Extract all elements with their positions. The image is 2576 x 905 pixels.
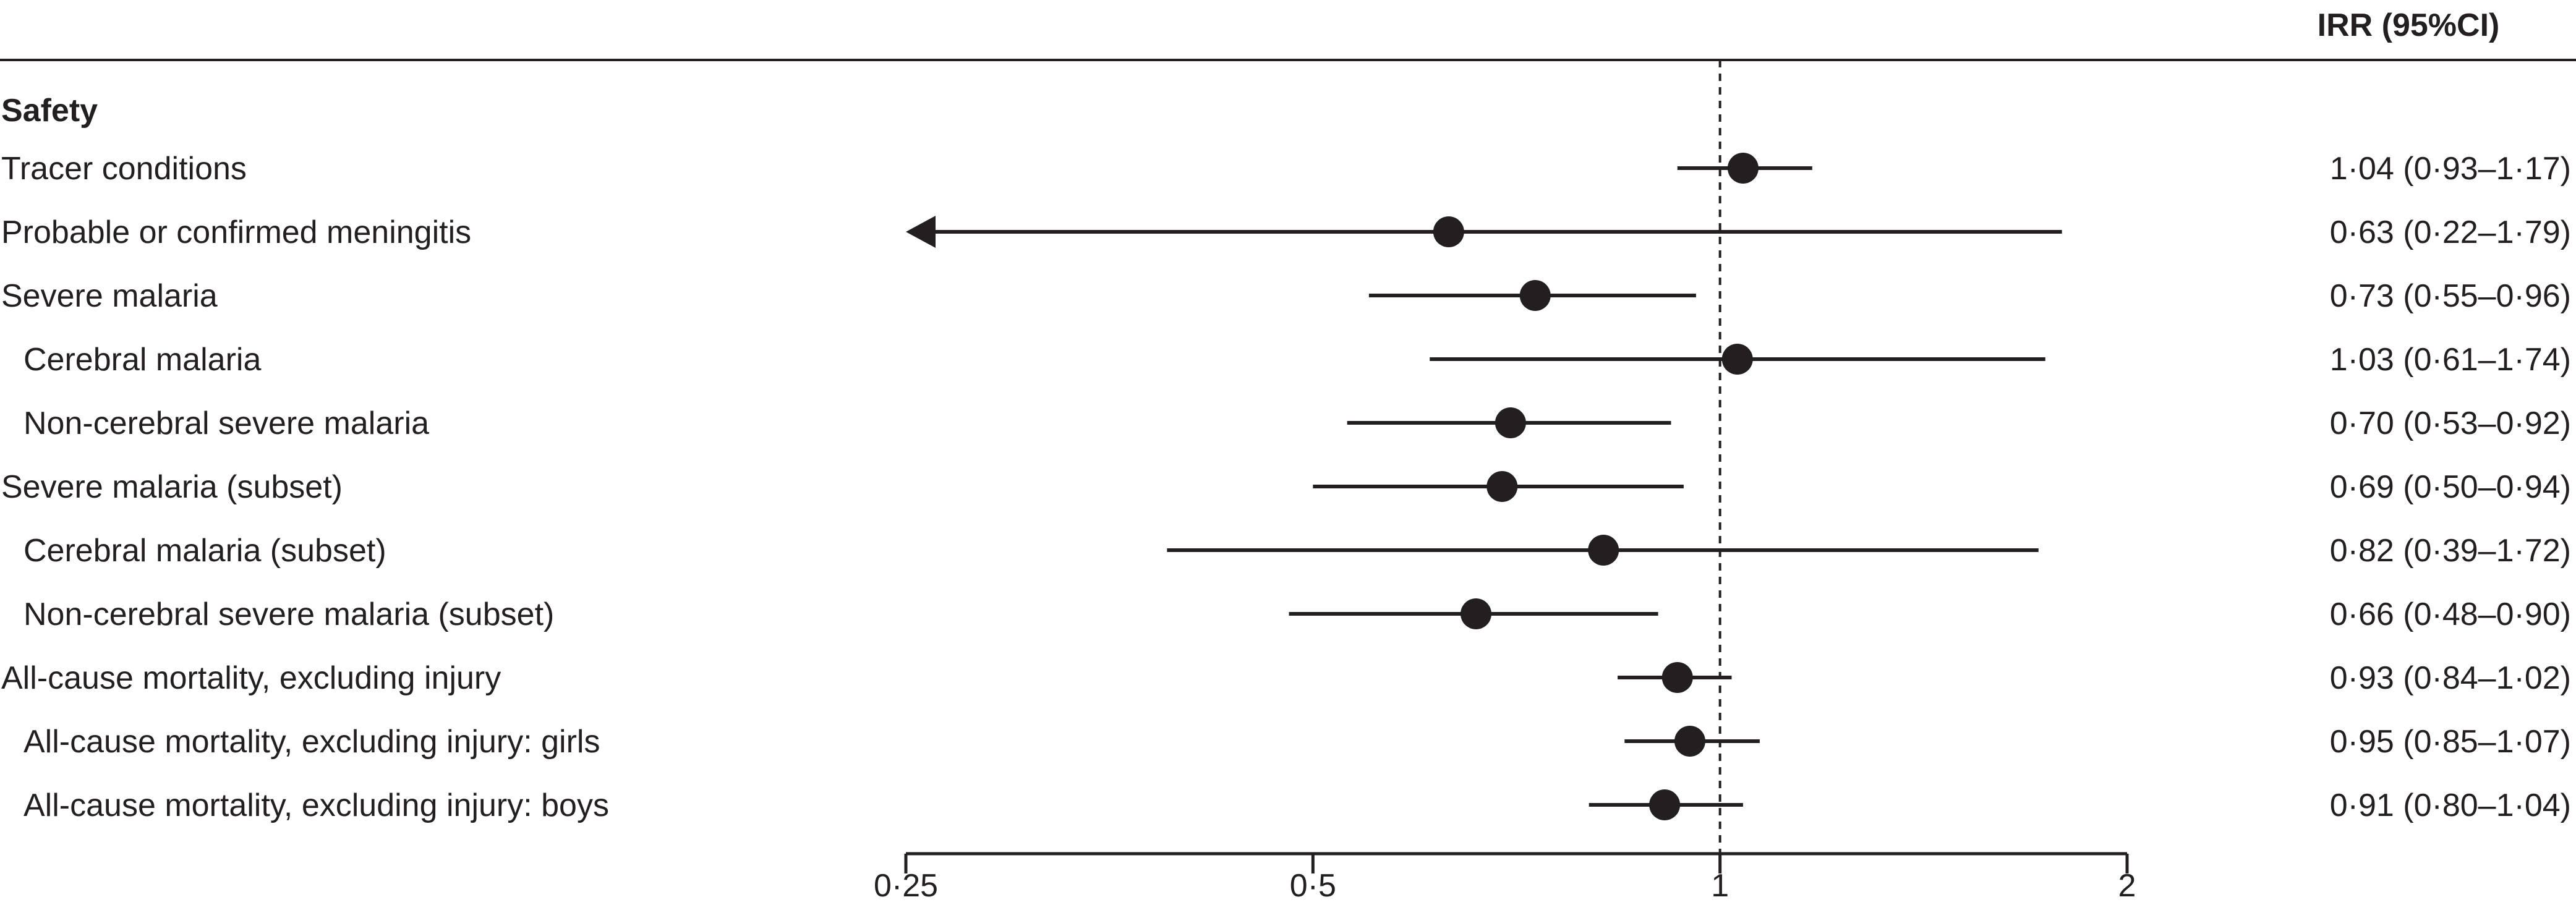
section-title: Safety bbox=[1, 93, 98, 129]
point-estimate bbox=[1495, 407, 1526, 438]
forest-row: Cerebral malaria 1·03 (0·61–1·74) bbox=[23, 342, 2571, 378]
forest-row: All-cause mortality, excluding injury: g… bbox=[23, 724, 2571, 760]
row-label: All-cause mortality, excluding injury: g… bbox=[23, 724, 600, 760]
ci-clip-arrow bbox=[906, 216, 936, 248]
row-label: Cerebral malaria (subset) bbox=[23, 533, 386, 569]
x-axis: 0·25 0·5 1 2 bbox=[874, 852, 2136, 904]
point-estimate bbox=[1727, 153, 1759, 184]
x-tick-label: 2 bbox=[2118, 868, 2136, 904]
row-value: 0·73 (0·55–0·96) bbox=[2330, 278, 2571, 314]
forest-row: All-cause mortality, excluding injury: b… bbox=[23, 788, 2571, 823]
row-value: 0·66 (0·48–0·90) bbox=[2330, 597, 2571, 632]
row-label: Non-cerebral severe malaria (subset) bbox=[23, 597, 554, 632]
point-estimate bbox=[1721, 344, 1753, 375]
point-estimate bbox=[1433, 216, 1464, 247]
forest-rows: Tracer conditions 1·04 (0·93–1·17) Probabl… bbox=[1, 151, 2571, 823]
row-value: 0·95 (0·85–1·07) bbox=[2330, 724, 2571, 760]
row-value: 0·82 (0·39–1·72) bbox=[2330, 533, 2571, 569]
row-label: Severe malaria bbox=[1, 278, 218, 314]
row-value: 0·91 (0·80–1·04) bbox=[2330, 788, 2571, 823]
point-estimate bbox=[1661, 662, 1693, 693]
forest-row: Tracer conditions 1·04 (0·93–1·17) bbox=[1, 151, 2571, 187]
x-tick-label: 1 bbox=[1711, 868, 1729, 904]
row-value: 0·63 (0·22–1·79) bbox=[2330, 215, 2571, 250]
row-value: 1·03 (0·61–1·74) bbox=[2330, 342, 2571, 378]
row-label: Cerebral malaria bbox=[23, 342, 261, 378]
forest-row: Probable or confirmed meningitis 0·63 (0·… bbox=[1, 215, 2571, 250]
forest-row: Non-cerebral severe malaria (subset) 0·66… bbox=[23, 597, 2571, 632]
point-estimate bbox=[1649, 789, 1681, 820]
forest-row: All-cause mortality, excluding injury 0·9… bbox=[1, 660, 2571, 696]
row-label: Tracer conditions bbox=[1, 151, 247, 187]
x-tick-label: 0·5 bbox=[1290, 868, 1336, 904]
point-estimate bbox=[1461, 598, 1492, 629]
forest-row: Severe malaria 0·73 (0·55–0·96) bbox=[1, 278, 2571, 314]
point-estimate bbox=[1519, 280, 1551, 311]
row-value: 1·04 (0·93–1·17) bbox=[2330, 151, 2571, 187]
point-estimate bbox=[1486, 471, 1518, 502]
value-column-header: IRR (95%CI) bbox=[2318, 7, 2500, 43]
row-value: 0·69 (0·50–0·94) bbox=[2330, 469, 2571, 505]
row-label: All-cause mortality, excluding injury bbox=[1, 660, 501, 696]
point-estimate bbox=[1588, 535, 1619, 566]
row-value: 0·93 (0·84–1·02) bbox=[2330, 660, 2571, 696]
row-value: 0·70 (0·53–0·92) bbox=[2330, 406, 2571, 441]
forest-row: Severe malaria (subset) 0·69 (0·50–0·94) bbox=[1, 469, 2571, 505]
forest-row: Cerebral malaria (subset) 0·82 (0·39–1·72… bbox=[23, 533, 2571, 569]
point-estimate bbox=[1674, 726, 1705, 757]
row-label: Severe malaria (subset) bbox=[1, 469, 343, 505]
x-tick-label: 0·25 bbox=[874, 868, 938, 904]
row-label: Probable or confirmed meningitis bbox=[1, 215, 471, 250]
row-label: All-cause mortality, excluding injury: b… bbox=[23, 788, 609, 823]
forest-row: Non-cerebral severe malaria 0·70 (0·53–0·… bbox=[23, 406, 2571, 441]
row-label: Non-cerebral severe malaria bbox=[23, 406, 429, 441]
